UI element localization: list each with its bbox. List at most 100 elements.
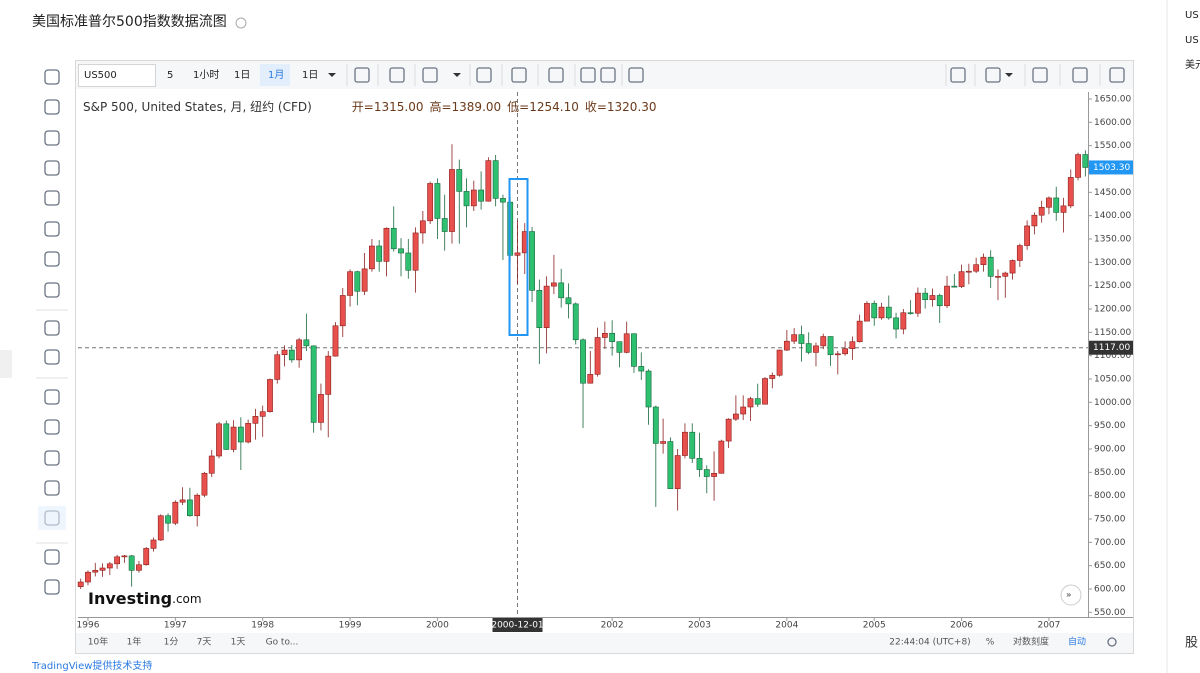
scroll-button[interactable] [1060,584,1082,606]
candle-body [441,218,448,232]
candle-body [944,285,950,307]
candle-body [878,306,885,319]
range-button[interactable]: 1天 [231,638,246,648]
candle-body [310,345,317,423]
candle-body [842,348,848,355]
range-button[interactable]: 7天 [197,638,212,648]
candle-body [791,334,798,342]
active-tool[interactable] [38,506,66,530]
candle-body [143,548,150,566]
toolbar-icon[interactable] [354,67,370,83]
scroll-icon[interactable]: » [1066,591,1072,601]
info-icon[interactable] [235,17,247,29]
toolbar-icon[interactable] [1032,67,1048,83]
dropdown[interactable] [453,73,461,77]
toolbar-icon[interactable] [389,67,405,83]
footer[interactable]: TradingView提供技术支持 [31,659,152,672]
toolbar-icon[interactable] [600,67,616,83]
interval[interactable]: 1月 [268,69,284,81]
legend-label: 开= [352,100,374,114]
y-tick-label: 600.00 [1094,585,1126,595]
tool-icon[interactable] [44,320,60,336]
candle-body [1024,225,1030,246]
interval[interactable]: 1小时 [193,69,219,81]
toolbar-icon[interactable] [985,67,1001,83]
tool-icon[interactable] [44,349,60,365]
toolbar-icon[interactable] [476,67,492,83]
crosshair-tag [1089,340,1133,355]
dropdown[interactable] [1005,73,1013,77]
symbol[interactable]: US500 [84,70,117,81]
tool-icon[interactable] [44,549,60,565]
toolbar-icon[interactable] [422,67,438,83]
y-tick-label: 950.00 [1094,421,1126,431]
interval[interactable]: 1日 [302,70,318,81]
tool-icon[interactable] [44,579,60,595]
side-item[interactable]: US [1185,35,1199,46]
candle-body [121,555,128,558]
range-button[interactable]: 1分 [164,637,179,648]
toolbar-icon[interactable] [548,67,564,83]
crosshair-date-tag [492,618,543,632]
axis-option[interactable]: % [986,638,995,648]
toolbar-icon[interactable] [511,67,527,83]
axis-option[interactable]: 对数刻度 [1013,636,1049,648]
tool-icon[interactable] [44,130,60,146]
candle-body [536,290,543,328]
toolbar-icon[interactable] [1072,67,1088,83]
toolbar-icon[interactable] [950,67,966,83]
tool-icon[interactable] [44,419,60,435]
candle-body [864,303,870,322]
highlight-box [508,178,529,336]
watermark-domain: .com [172,592,201,606]
axis-option[interactable]: 自动 [1068,636,1086,648]
y-tick-label: 1050.00 [1094,375,1131,385]
side-item[interactable]: 美元 [1185,58,1200,71]
candle-body [194,494,201,517]
tool-icon[interactable] [44,160,60,176]
tool-icon[interactable] [44,221,60,237]
candle-body [958,271,965,287]
tool-icon[interactable] [44,389,60,405]
tool-icon[interactable] [44,69,60,85]
symbol-box[interactable] [78,64,156,87]
range-button[interactable]: Go to... [266,638,299,648]
crosshair-date-label: 2000-12-01 [491,621,543,631]
x-tick-label: 2005 [863,621,886,631]
last-price-label: 1503.30 [1093,163,1130,173]
interval[interactable]: 5 [167,70,173,81]
settings-icon[interactable] [1107,637,1117,647]
candle-body [689,431,696,459]
candle-body [1067,177,1074,207]
x-tick-label: 1999 [339,621,362,631]
dropdown[interactable] [328,73,336,77]
tool-icon[interactable] [44,251,60,267]
candle-body [376,245,383,262]
interval[interactable]: 1日 [234,70,250,81]
candle-body [165,515,171,524]
side-handle[interactable] [0,350,12,378]
toolbar-icon[interactable] [1109,67,1125,83]
candle-body [900,312,907,330]
tool-icon[interactable] [44,99,60,115]
candle-body [631,333,637,367]
candle-body [667,441,674,489]
toolbar-icon[interactable] [628,67,644,83]
candle-body [529,231,535,291]
range-button[interactable]: 1年 [127,636,142,648]
tool-icon[interactable] [44,190,60,206]
tool-icon[interactable] [44,480,60,496]
candle-body [267,379,273,412]
tool-icon[interactable] [44,450,60,466]
side-item[interactable]: US [1185,10,1199,21]
range-button[interactable]: 10年 [88,636,108,648]
candle-body [92,570,99,573]
side-item[interactable]: 股 [1185,636,1198,651]
tool-icon[interactable] [44,282,60,298]
candle-body [281,349,288,356]
y-tick-label: 1600.00 [1094,118,1131,128]
candle-body [980,256,987,265]
active-interval[interactable] [260,64,290,86]
legend-name: S&P 500, United States, 月, 纽约 (CFD) [83,99,312,114]
toolbar-icon[interactable] [580,67,596,83]
